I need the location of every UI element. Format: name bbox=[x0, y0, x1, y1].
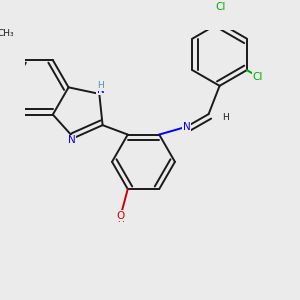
Text: CH₃: CH₃ bbox=[0, 29, 14, 38]
Text: N: N bbox=[68, 135, 76, 145]
Text: Cl: Cl bbox=[216, 2, 226, 12]
Text: O: O bbox=[116, 211, 125, 221]
Text: N: N bbox=[183, 122, 190, 132]
Text: Cl: Cl bbox=[253, 72, 263, 82]
Text: H: H bbox=[117, 215, 124, 224]
Text: H: H bbox=[223, 113, 229, 122]
Text: N: N bbox=[97, 85, 105, 95]
Text: H: H bbox=[98, 81, 104, 90]
